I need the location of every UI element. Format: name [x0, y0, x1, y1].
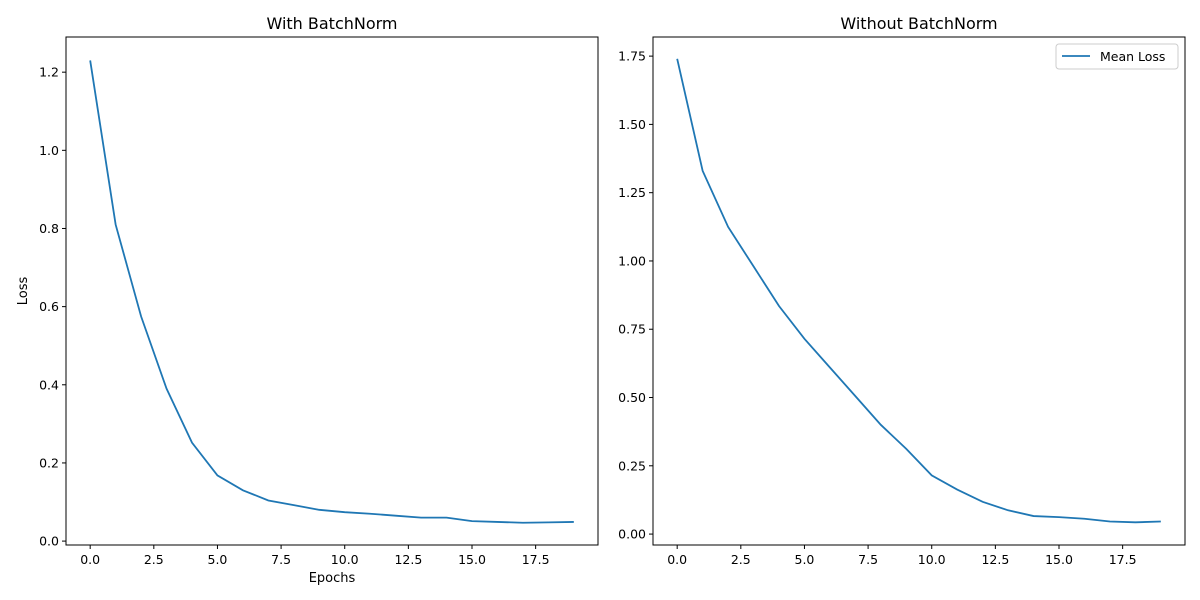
y-tick-label: 0.50	[618, 390, 646, 405]
x-tick-label: 17.5	[522, 552, 550, 567]
y-tick-label: 1.0	[39, 143, 59, 158]
y-tick-label: 0.25	[618, 458, 646, 473]
chart-title: With BatchNorm	[266, 14, 397, 33]
x-tick-label: 0.0	[80, 552, 100, 567]
y-axis-label: Loss	[16, 277, 31, 306]
x-tick-label: 2.5	[144, 552, 164, 567]
x-tick-label: 15.0	[1045, 552, 1073, 567]
x-tick-label: 0.0	[667, 552, 687, 567]
loss-line	[89, 60, 574, 524]
x-tick-label: 5.0	[208, 552, 228, 567]
x-tick-label: 5.0	[795, 552, 815, 567]
x-tick-label: 10.0	[918, 552, 946, 567]
legend: Mean Loss	[1055, 43, 1179, 70]
x-tick-label: 12.5	[981, 552, 1009, 567]
x-tick-label: 15.0	[458, 552, 486, 567]
y-tick-label: 1.2	[39, 65, 59, 80]
x-tick-label: 2.5	[731, 552, 751, 567]
tick-group: 0.0 2.5 5.0 7.5 10.0 12.5 15.0 17.5 0.0 0.2 0.4 0.6…	[39, 65, 549, 567]
plot-with-batchnorm: With BatchNorm Epochs Loss 0.0 2.5 5.0 7.5 1…	[16, 14, 599, 586]
legend-box	[1055, 43, 1179, 70]
y-tick-label: 0.4	[39, 377, 59, 392]
y-tick-label: 0.00	[618, 527, 646, 542]
plot-frame	[65, 36, 599, 546]
x-tick-label: 12.5	[394, 552, 422, 567]
y-tick-label: 0.2	[39, 455, 59, 470]
y-tick-label: 1.75	[618, 49, 646, 64]
x-tick-label: 7.5	[271, 552, 291, 567]
y-tick-label: 1.25	[618, 185, 646, 200]
y-tick-label: 0.0	[39, 534, 59, 549]
y-tick-label: 0.75	[618, 322, 646, 337]
plot-without-batchnorm: Without BatchNorm 0.0 2.5 5.0 7.5 10.0 12.5 15…	[618, 14, 1186, 567]
legend-entry-mean-loss: Mean Loss	[1100, 49, 1165, 64]
x-tick-label: 17.5	[1109, 552, 1137, 567]
mean-loss-line	[676, 58, 1161, 524]
y-tick-label: 0.8	[39, 221, 59, 236]
y-tick-label: 0.6	[39, 299, 59, 314]
x-tick-label: 10.0	[331, 552, 359, 567]
tick-group: 0.0 2.5 5.0 7.5 10.0 12.5 15.0 17.5 0.00 0.25 0.50…	[618, 49, 1136, 567]
y-tick-label: 1.00	[618, 253, 646, 268]
y-tick-label: 1.50	[618, 117, 646, 132]
chart-title: Without BatchNorm	[840, 14, 997, 33]
plot-frame	[652, 36, 1186, 546]
x-axis-label: Epochs	[309, 571, 356, 586]
x-tick-label: 7.5	[858, 552, 878, 567]
